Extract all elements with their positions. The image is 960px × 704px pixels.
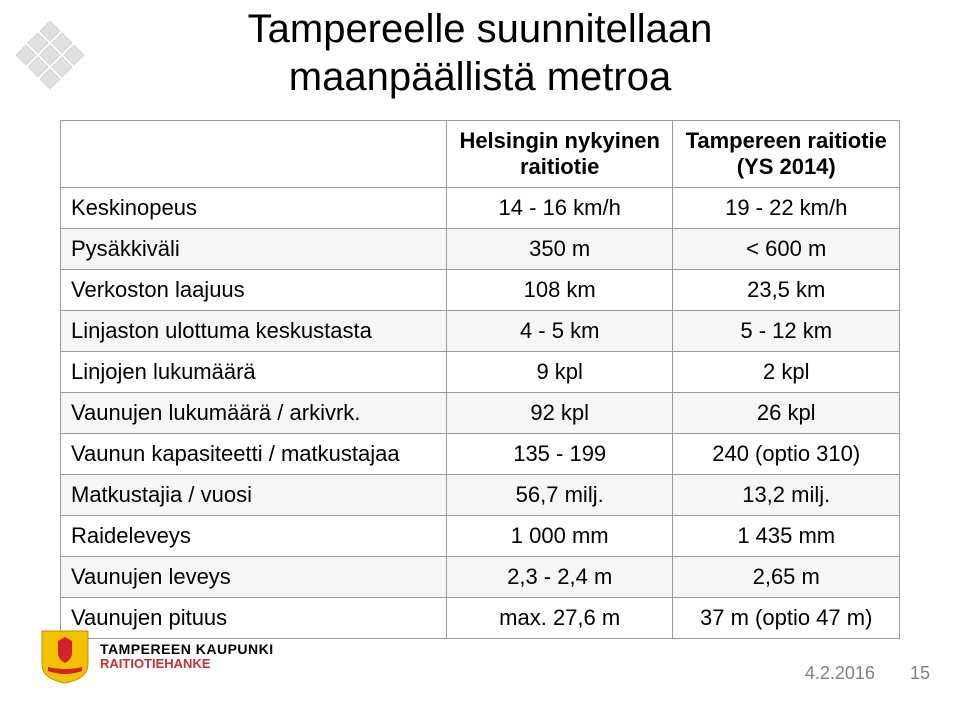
footer-meta: 4.2.2016 15 bbox=[805, 663, 930, 684]
row-label: Vaunujen leveys bbox=[61, 557, 447, 598]
brand-logo: TAMPEREEN KAUPUNKI RAITIOTIEHANKE bbox=[40, 629, 274, 684]
table-row: Pysäkkiväli350 m< 600 m bbox=[61, 229, 900, 270]
table-row: Verkoston laajuus108 km23,5 km bbox=[61, 270, 900, 311]
header-empty bbox=[61, 121, 447, 188]
row-value-1: 135 - 199 bbox=[446, 434, 673, 475]
row-label: Verkoston laajuus bbox=[61, 270, 447, 311]
row-label: Raideleveys bbox=[61, 516, 447, 557]
row-value-2: < 600 m bbox=[673, 229, 900, 270]
row-value-1: 4 - 5 km bbox=[446, 311, 673, 352]
footer-page-number: 15 bbox=[910, 663, 930, 683]
comparison-table: Helsingin nykyinen raitiotie Tampereen r… bbox=[60, 120, 900, 639]
table-row: Vaunujen lukumäärä / arkivrk.92 kpl26 kp… bbox=[61, 393, 900, 434]
row-value-1: 92 kpl bbox=[446, 393, 673, 434]
row-value-1: 14 - 16 km/h bbox=[446, 188, 673, 229]
row-label: Matkustajia / vuosi bbox=[61, 475, 447, 516]
footer-date: 4.2.2016 bbox=[805, 663, 875, 683]
table-row: Vaunujen leveys2,3 - 2,4 m2,65 m bbox=[61, 557, 900, 598]
row-value-2: 5 - 12 km bbox=[673, 311, 900, 352]
row-label: Linjojen lukumäärä bbox=[61, 352, 447, 393]
row-value-2: 2 kpl bbox=[673, 352, 900, 393]
table-row: Matkustajia / vuosi56,7 milj.13,2 milj. bbox=[61, 475, 900, 516]
header-col-1: Helsingin nykyinen raitiotie bbox=[446, 121, 673, 188]
row-label: Keskinopeus bbox=[61, 188, 447, 229]
row-value-2: 26 kpl bbox=[673, 393, 900, 434]
brand-text: TAMPEREEN KAUPUNKI RAITIOTIEHANKE bbox=[100, 642, 274, 672]
shield-icon bbox=[40, 629, 90, 684]
row-value-2: 23,5 km bbox=[673, 270, 900, 311]
row-value-1: 350 m bbox=[446, 229, 673, 270]
page-title: Tampereelle suunnitellaan maanpäällistä … bbox=[0, 5, 960, 101]
row-value-1: 56,7 milj. bbox=[446, 475, 673, 516]
row-value-2: 240 (optio 310) bbox=[673, 434, 900, 475]
row-label: Linjaston ulottuma keskustasta bbox=[61, 311, 447, 352]
brand-sub-line: RAITIOTIEHANKE bbox=[100, 657, 274, 671]
header-col-2: Tampereen raitiotie (YS 2014) bbox=[673, 121, 900, 188]
brand-top-line: TAMPEREEN KAUPUNKI bbox=[100, 642, 274, 657]
row-value-2: 37 m (optio 47 m) bbox=[673, 598, 900, 639]
row-value-1: 2,3 - 2,4 m bbox=[446, 557, 673, 598]
table-row: Linjaston ulottuma keskustasta4 - 5 km5 … bbox=[61, 311, 900, 352]
row-value-2: 13,2 milj. bbox=[673, 475, 900, 516]
row-label: Vaunujen lukumäärä / arkivrk. bbox=[61, 393, 447, 434]
row-value-2: 1 435 mm bbox=[673, 516, 900, 557]
title-line-1: Tampereelle suunnitellaan bbox=[0, 5, 960, 53]
title-line-2: maanpäällistä metroa bbox=[0, 53, 960, 101]
table-row: Raideleveys1 000 mm1 435 mm bbox=[61, 516, 900, 557]
table-row: Vaunun kapasiteetti / matkustajaa135 - 1… bbox=[61, 434, 900, 475]
row-value-1: 108 km bbox=[446, 270, 673, 311]
row-value-1: 9 kpl bbox=[446, 352, 673, 393]
row-label: Vaunun kapasiteetti / matkustajaa bbox=[61, 434, 447, 475]
table-row: Linjojen lukumäärä9 kpl2 kpl bbox=[61, 352, 900, 393]
row-value-2: 19 - 22 km/h bbox=[673, 188, 900, 229]
row-label: Pysäkkiväli bbox=[61, 229, 447, 270]
row-value-2: 2,65 m bbox=[673, 557, 900, 598]
table-row: Keskinopeus14 - 16 km/h19 - 22 km/h bbox=[61, 188, 900, 229]
row-value-1: max. 27,6 m bbox=[446, 598, 673, 639]
row-value-1: 1 000 mm bbox=[446, 516, 673, 557]
